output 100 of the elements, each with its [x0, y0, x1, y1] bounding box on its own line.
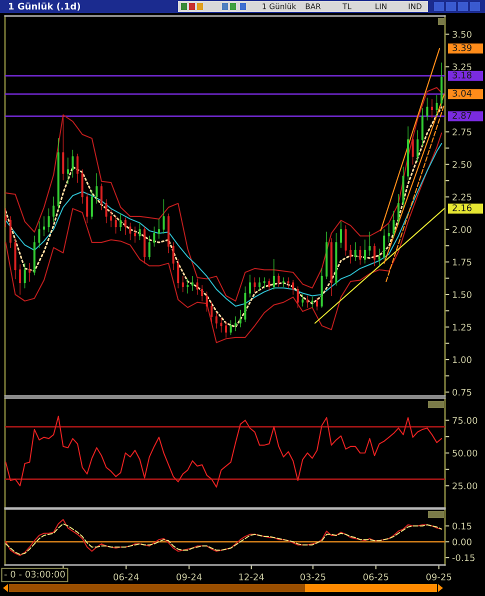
candlestick	[134, 226, 136, 243]
candlestick	[215, 312, 218, 329]
candlestick	[138, 222, 141, 240]
candlestick	[129, 222, 132, 240]
candlestick	[316, 298, 318, 310]
line-series	[5, 106, 442, 328]
candlestick	[210, 302, 213, 322]
candlestick	[66, 158, 69, 184]
y-tick-label: 3.50	[452, 30, 472, 38]
candlestick	[412, 135, 414, 165]
candlestick	[248, 274, 251, 298]
candlestick	[272, 259, 275, 290]
candlestick	[162, 199, 165, 234]
candlestick	[330, 238, 332, 296]
y-tick-label: 1.50	[452, 291, 472, 298]
x-tick-label: 06-25	[363, 573, 388, 580]
candlestick	[52, 196, 55, 222]
candlestick	[258, 277, 261, 291]
candlestick	[335, 232, 338, 286]
candlestick	[306, 295, 308, 308]
line-series	[5, 132, 442, 344]
candlestick	[120, 213, 122, 232]
candlestick	[48, 208, 50, 232]
candlestick	[278, 273, 280, 288]
candlestick	[402, 166, 404, 208]
ref-line-label: 2.87	[452, 112, 472, 119]
data-label: 2.16	[452, 204, 472, 212]
y-tick-label: 0.15	[452, 522, 472, 530]
candlestick	[392, 210, 395, 238]
candlestick	[110, 210, 112, 228]
candlestick	[359, 246, 362, 265]
y-tick-label: 1.00	[452, 356, 472, 364]
candlestick	[148, 236, 150, 260]
candlestick	[426, 98, 428, 120]
candlestick	[14, 238, 16, 280]
text: - 0 - 03:00:00	[4, 570, 65, 578]
y-tick-label: 2.50	[452, 161, 472, 168]
candlestick	[124, 217, 126, 235]
candlestick	[196, 278, 198, 295]
candlestick	[230, 320, 232, 336]
y-tick-label: 3.25	[452, 63, 472, 70]
y-tick-label: 1.75	[452, 258, 472, 266]
line-series	[5, 87, 442, 302]
candlestick	[320, 268, 323, 308]
candlestick	[225, 321, 228, 338]
y-tick-label: 2.00	[452, 226, 472, 233]
candlestick	[177, 259, 180, 288]
y-tick-label: 75.00	[452, 416, 478, 424]
candlestick	[100, 184, 103, 210]
candlestick	[430, 98, 434, 118]
y-tick-label: 0.00	[452, 538, 472, 546]
data-label: 3.39	[452, 44, 472, 52]
y-tick-label: 1.25	[452, 324, 472, 331]
ref-line-label: 3.18	[452, 72, 472, 78]
candlestick	[344, 225, 347, 256]
candlestick	[354, 242, 356, 262]
candlestick	[244, 286, 246, 322]
candlestick	[407, 126, 410, 180]
candlestick	[19, 264, 22, 295]
candlestick	[416, 130, 419, 162]
candlestick	[282, 277, 285, 288]
line-series	[5, 142, 442, 307]
candlestick	[340, 221, 342, 248]
candlestick	[421, 108, 424, 146]
y-tick-label: 50.00	[452, 450, 478, 457]
candlestick	[326, 232, 328, 280]
candlestick	[397, 194, 400, 225]
candlestick	[81, 169, 84, 204]
candlestick	[254, 277, 256, 292]
candlestick	[364, 239, 366, 264]
x-tick-label: 09-24	[176, 573, 202, 580]
candlestick	[57, 138, 60, 210]
candlestick	[201, 285, 204, 302]
candlestick	[296, 286, 299, 308]
candlestick	[38, 221, 40, 248]
candlestick	[33, 236, 36, 276]
y-tick-label: -0.15	[452, 554, 475, 562]
y-tick-label: 0.75	[452, 388, 472, 396]
x-tick-label: 03-25	[300, 573, 326, 580]
candlestick	[172, 242, 174, 270]
candlestick	[105, 199, 108, 224]
candlestick	[206, 292, 208, 312]
candlestick	[90, 190, 93, 220]
candlestick	[76, 154, 79, 183]
candlestick	[144, 226, 146, 264]
y-tick-label: 2.75	[452, 128, 472, 136]
line-series	[5, 416, 442, 488]
candlestick	[9, 216, 12, 248]
candlestick	[72, 150, 74, 178]
data-label: 3.04	[452, 90, 472, 97]
candlestick	[268, 278, 270, 291]
candlestick	[114, 216, 117, 234]
candlestick	[86, 192, 88, 224]
x-tick-label: 06-24	[114, 573, 139, 580]
candlestick	[440, 62, 443, 106]
x-tick-label: 09-25	[426, 573, 452, 580]
candlestick	[158, 218, 160, 239]
candlestick	[373, 243, 376, 266]
candlestick	[311, 296, 314, 308]
chart-title: 1 Günlük (.1d)	[9, 2, 80, 11]
